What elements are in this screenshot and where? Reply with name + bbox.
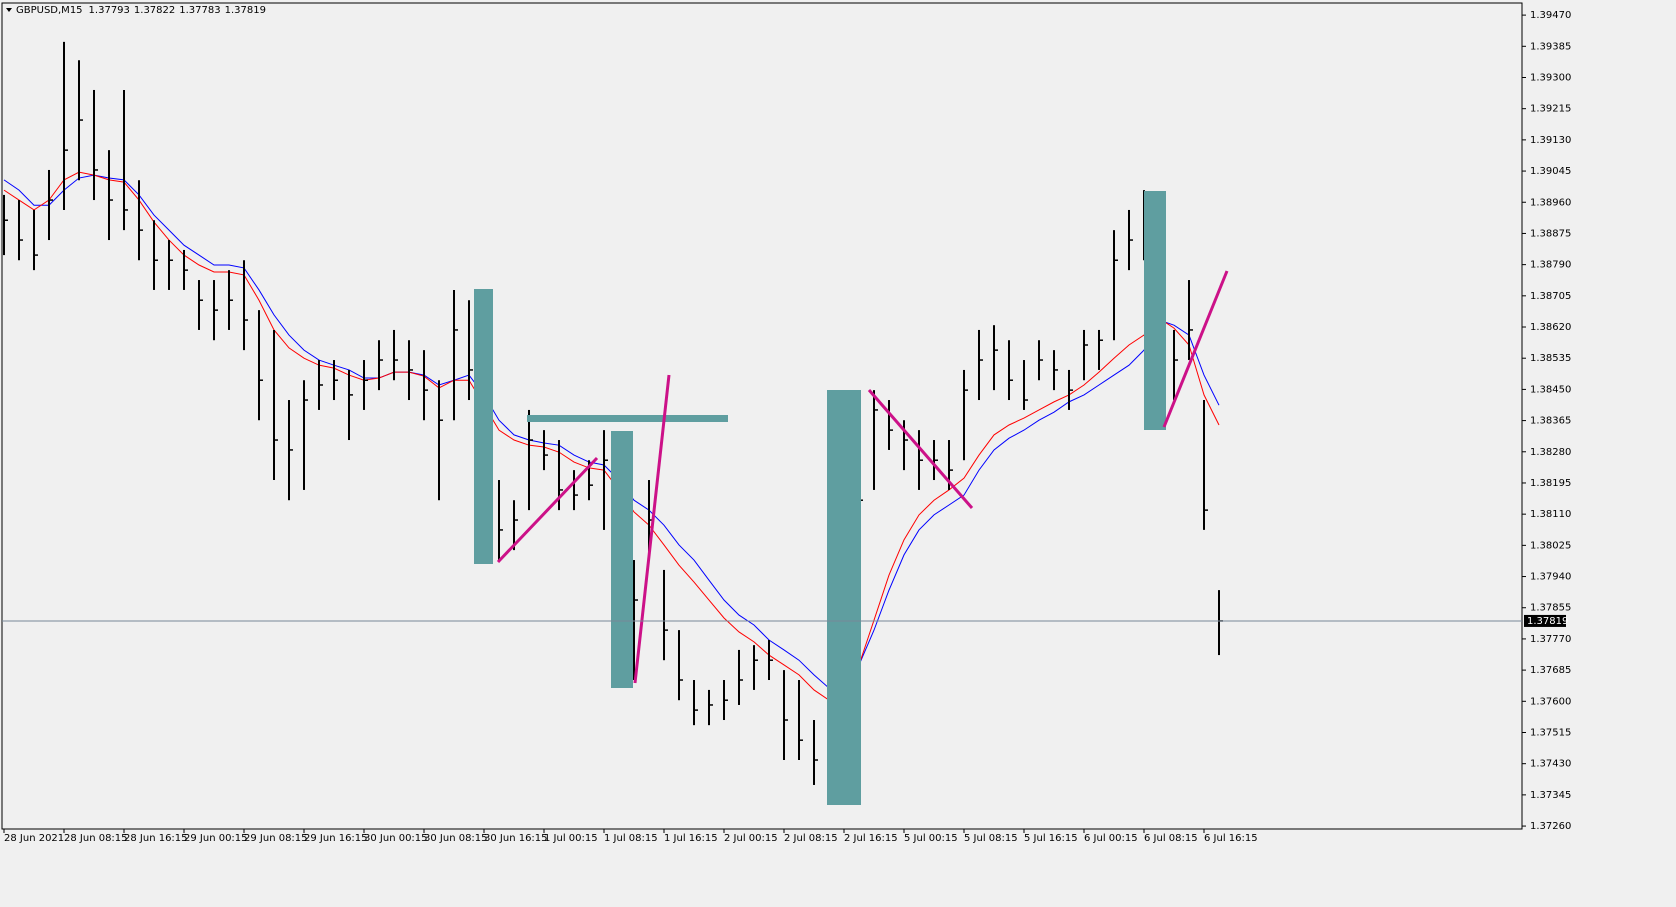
y-tick-label: 1.37855 — [1530, 603, 1571, 614]
x-tick-label: 2 Jul 00:15 — [724, 833, 778, 844]
y-tick-label: 1.39300 — [1530, 72, 1571, 83]
y-tick-label: 1.38195 — [1530, 478, 1571, 489]
y-tick-label: 1.38025 — [1530, 540, 1571, 551]
y-tick-label: 1.39130 — [1530, 135, 1571, 146]
x-tick-label: 1 Jul 08:15 — [604, 833, 658, 844]
high: 1.37822 — [134, 5, 175, 16]
y-tick-label: 1.38450 — [1530, 384, 1571, 395]
x-tick-label: 6 Jul 08:15 — [1144, 833, 1198, 844]
x-tick-label: 28 Jun 08:15 — [64, 833, 128, 844]
y-tick-label: 1.37685 — [1530, 665, 1571, 676]
y-tick-label: 1.38110 — [1530, 509, 1571, 520]
symbol: GBPUSD,M15 — [16, 5, 83, 16]
trend-line — [867, 389, 974, 509]
y-tick-label: 1.38875 — [1530, 228, 1571, 239]
x-tick-label: 29 Jun 16:15 — [304, 833, 368, 844]
y-tick-label: 1.37345 — [1530, 790, 1571, 801]
x-tick-label: 29 Jun 08:15 — [244, 833, 308, 844]
x-tick-label: 6 Jul 16:15 — [1204, 833, 1258, 844]
x-tick-label: 5 Jul 00:15 — [904, 833, 958, 844]
y-tick-label: 1.38790 — [1530, 260, 1571, 271]
y-tick-label: 1.38960 — [1530, 197, 1571, 208]
y-tick-label: 1.37260 — [1530, 821, 1571, 832]
price-label: 1.37819 — [1527, 616, 1568, 627]
y-tick-label: 1.37770 — [1530, 634, 1571, 645]
header: GBPUSD,M15 1.37793 1.37822 1.37783 1.37819 — [16, 5, 266, 16]
zone-box — [827, 390, 861, 805]
zone-box — [1144, 191, 1166, 430]
trend-line — [496, 456, 599, 564]
x-tick-label: 30 Jun 08:15 — [424, 833, 488, 844]
plot-border — [1, 2, 1523, 830]
x-tick-label: 30 Jun 16:15 — [484, 833, 548, 844]
y-tick-label: 1.37940 — [1530, 572, 1571, 583]
trend-line — [633, 374, 671, 684]
zone-box — [611, 431, 633, 688]
y-tick-label: 1.39045 — [1530, 166, 1571, 177]
x-tick-label: 2 Jul 16:15 — [844, 833, 898, 844]
y-tick-label: 1.38535 — [1530, 353, 1571, 364]
y-tick-label: 1.38280 — [1530, 447, 1571, 458]
x-tick-label: 28 Jun 16:15 — [124, 833, 188, 844]
y-tick-label: 1.39385 — [1530, 41, 1571, 52]
y-tick-label: 1.37600 — [1530, 696, 1571, 707]
y-tick-label: 1.38365 — [1530, 416, 1571, 427]
y-tick-label: 1.39215 — [1530, 104, 1571, 115]
x-tick-label: 2 Jul 08:15 — [784, 833, 838, 844]
y-tick-label: 1.38620 — [1530, 322, 1571, 333]
y-tick-label: 1.37515 — [1530, 727, 1571, 738]
open: 1.37793 — [89, 5, 130, 16]
price-label-box — [1524, 614, 1566, 627]
low: 1.37783 — [179, 5, 220, 16]
x-tick-label: 1 Jul 00:15 — [544, 833, 598, 844]
menu-arrow — [6, 8, 12, 12]
zone-bar — [527, 415, 728, 422]
x-tick-label: 6 Jul 00:15 — [1084, 833, 1138, 844]
y-tick-label: 1.38705 — [1530, 291, 1571, 302]
trend-line — [1162, 270, 1229, 428]
y-tick-label: 1.39470 — [1530, 10, 1571, 21]
x-tick-label: 29 Jun 00:15 — [184, 833, 248, 844]
x-tick-label: 5 Jul 08:15 — [964, 833, 1018, 844]
y-tick-label: 1.37430 — [1530, 759, 1571, 770]
zone-box — [474, 289, 493, 564]
x-tick-label: 1 Jul 16:15 — [664, 833, 718, 844]
close: 1.37819 — [225, 5, 266, 16]
x-tick-label: 5 Jul 16:15 — [1024, 833, 1078, 844]
x-tick-label: 30 Jun 00:15 — [364, 833, 428, 844]
annotations — [474, 191, 1229, 805]
x-tick-label: 28 Jun 2021 — [4, 833, 64, 844]
